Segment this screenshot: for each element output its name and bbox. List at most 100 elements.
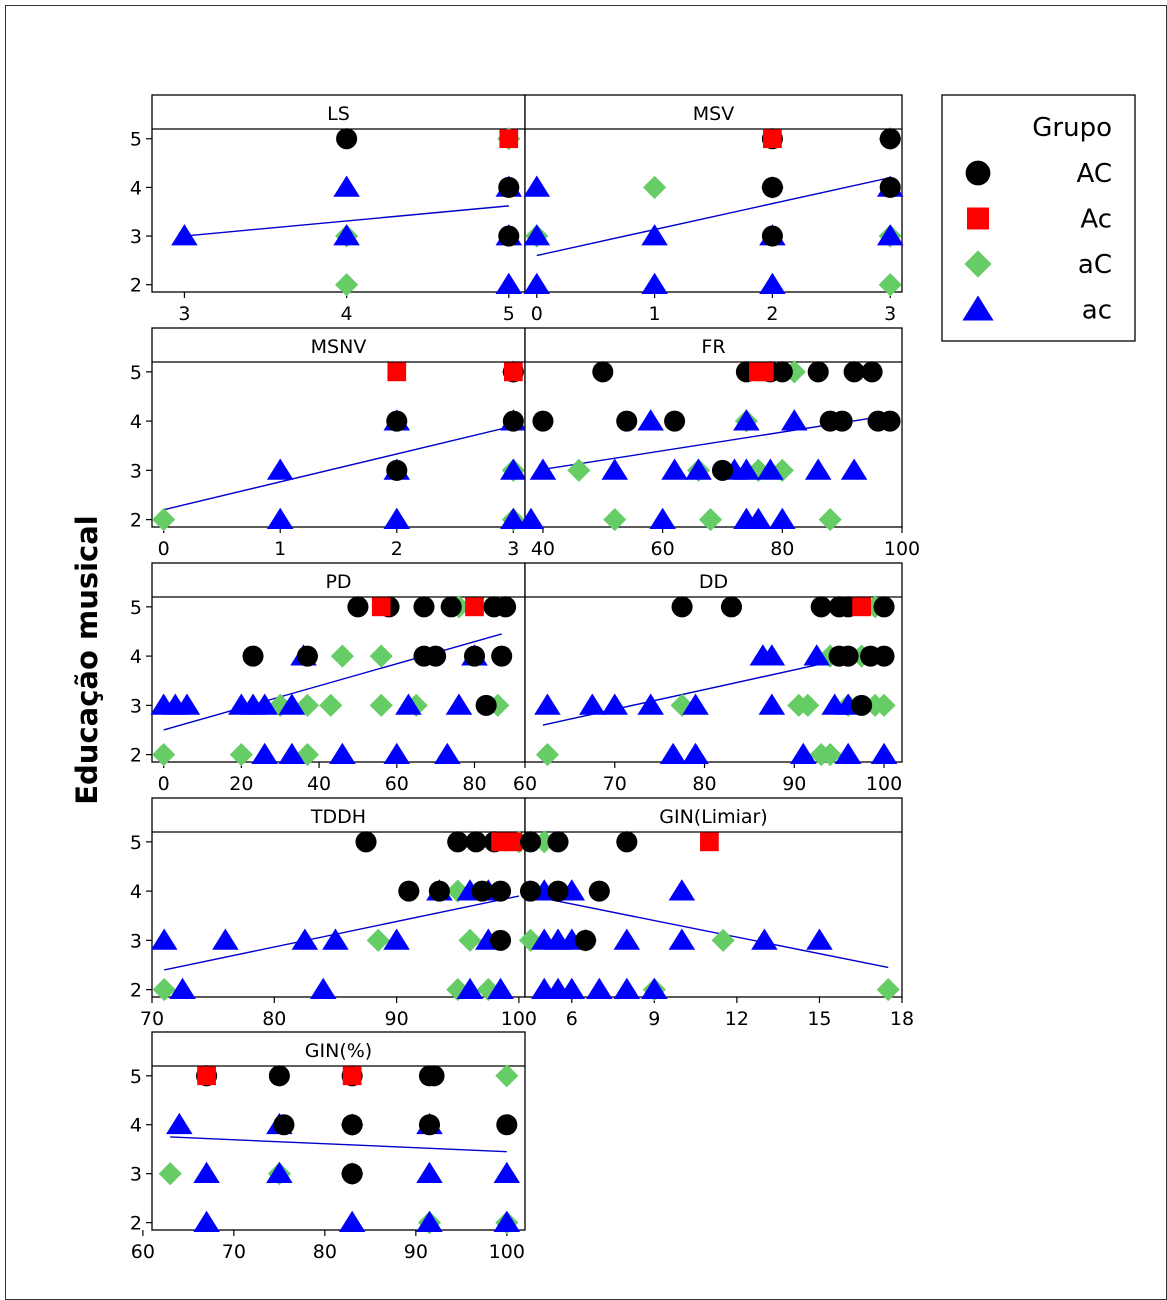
point-ac [465, 597, 484, 617]
point-ac [818, 743, 842, 767]
point-ac [169, 977, 196, 999]
point-ac [649, 507, 676, 529]
point-ac [383, 928, 410, 950]
x-tick-label: 90 [782, 773, 806, 795]
point-ac [668, 928, 696, 950]
legend-marker-ac [964, 250, 992, 278]
point-ac [876, 224, 904, 246]
point-ac [843, 361, 865, 383]
point-ac [428, 880, 450, 902]
x-tick-label: 90 [384, 1008, 408, 1030]
x-tick-label: 60 [651, 538, 675, 560]
point-ac [251, 742, 278, 764]
y-tick-label: 2 [130, 1213, 142, 1235]
point-ac [755, 362, 774, 382]
point-ac [329, 742, 356, 764]
point-ac [173, 693, 201, 715]
point-ac [487, 977, 514, 999]
point-ac [445, 693, 473, 715]
point-ac [440, 596, 462, 618]
point-ac [547, 880, 569, 902]
point-ac [434, 742, 461, 764]
point-ac [529, 458, 557, 480]
panel-title: MSV [693, 103, 734, 125]
point-ac [369, 693, 393, 717]
point-ac [861, 361, 883, 383]
fit-line [170, 1136, 507, 1153]
x-tick-label: 70 [603, 773, 627, 795]
point-ac [335, 273, 359, 297]
point-ac [879, 410, 901, 432]
point-ac [806, 928, 833, 950]
x-tick-label: 0 [531, 303, 543, 325]
point-ac [517, 507, 545, 529]
point-ac [341, 1163, 363, 1185]
point-ac [613, 977, 641, 999]
point-ac [758, 644, 786, 666]
point-ac [879, 128, 901, 150]
x-tick-label: 2 [766, 303, 778, 325]
point-ac [416, 1210, 443, 1233]
point-ac [567, 458, 591, 482]
y-tick-label: 4 [130, 177, 142, 199]
y-tick-label: 3 [130, 930, 142, 952]
x-tick-label: 40 [307, 773, 331, 795]
x-tick-label: 80 [692, 773, 716, 795]
legend-label: ac [1082, 296, 1112, 326]
point-ac [333, 175, 360, 197]
x-tick-label: 1 [649, 303, 661, 325]
point-ac [720, 596, 742, 618]
panel-title: PD [325, 571, 351, 593]
point-ac [758, 693, 786, 715]
fit-line [164, 895, 520, 971]
y-tick-label: 5 [130, 597, 142, 619]
point-ac [872, 693, 896, 717]
panel-frame [151, 327, 526, 528]
point-ac [336, 128, 358, 150]
x-tick-label: 12 [725, 1008, 749, 1030]
point-ac [493, 1210, 521, 1233]
legend-marker-ac [965, 160, 991, 186]
point-ac [273, 1114, 295, 1136]
point-ac [579, 693, 606, 715]
panel-6: DD 60 70 80 90 100 [513, 562, 903, 795]
point-ac [355, 831, 377, 853]
point-ac [834, 742, 862, 764]
y-tick-label: 4 [130, 411, 142, 433]
y-axis-label: Educação musical [70, 515, 104, 805]
point-ac [771, 361, 793, 383]
fit-line [184, 205, 509, 237]
y-tick-label: 5 [130, 1066, 142, 1088]
point-ac [878, 273, 902, 297]
x-tick-label: 90 [404, 1241, 428, 1263]
y-tick-label: 4 [130, 646, 142, 668]
legend-label: AC [1077, 159, 1112, 189]
legend: Grupo AC Ac aC ac [941, 94, 1136, 342]
point-ac [319, 693, 343, 717]
point-ac [831, 410, 853, 432]
y-tick-label: 5 [130, 832, 142, 854]
point-ac [496, 1114, 518, 1136]
point-ac [342, 1066, 362, 1086]
point-ac [398, 880, 420, 902]
x-tick-label: 100 [489, 1241, 525, 1263]
point-ac [347, 596, 369, 618]
point-ac [158, 1162, 182, 1186]
point-ac [490, 929, 512, 951]
panel-frame [524, 94, 903, 293]
point-ac [268, 1065, 290, 1087]
point-ac [761, 225, 783, 247]
point-ac [682, 693, 709, 715]
y-tick-label: 4 [130, 881, 142, 903]
x-tick-label: 60 [385, 773, 409, 795]
x-tick-label: 60 [131, 1241, 155, 1263]
point-ac [711, 459, 734, 481]
x-tick-label: 5 [503, 303, 515, 325]
panel-2: MSV 0 1 2 3 [523, 94, 904, 325]
point-ac [603, 508, 627, 532]
point-ac [641, 272, 668, 295]
point-ac [661, 458, 688, 480]
point-ac [456, 977, 484, 999]
point-ac [266, 507, 294, 529]
panel-title: TDDH [310, 806, 366, 828]
